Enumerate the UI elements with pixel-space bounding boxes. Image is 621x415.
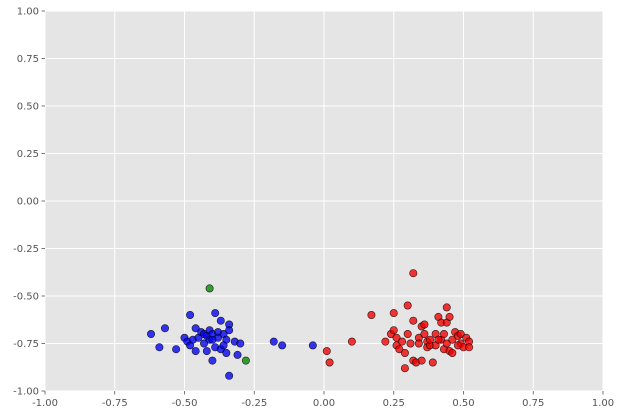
data-point (414, 339, 423, 348)
data-point (395, 345, 404, 354)
data-point (400, 364, 409, 373)
data-point (233, 350, 242, 359)
data-point (398, 337, 407, 346)
data-point (241, 356, 250, 365)
data-point (406, 339, 415, 348)
x-tick-label: 0.00 (313, 398, 335, 409)
data-point (448, 348, 457, 357)
data-point (453, 341, 462, 350)
data-point (389, 326, 398, 335)
data-point (269, 337, 278, 346)
data-point (211, 309, 220, 318)
data-point (434, 335, 443, 344)
data-point (308, 341, 317, 350)
data-point (216, 316, 225, 325)
x-tick-label: 0.75 (522, 398, 544, 409)
data-point (420, 320, 429, 329)
x-tick-label: -1.00 (32, 398, 58, 409)
data-point (147, 329, 156, 338)
data-point (409, 316, 418, 325)
data-point (236, 339, 245, 348)
y-tick-label: 0.25 (17, 149, 39, 160)
data-point (417, 356, 426, 365)
data-point (403, 301, 412, 310)
data-point (456, 329, 465, 338)
data-point (208, 356, 217, 365)
data-point (322, 347, 331, 356)
data-point (347, 337, 356, 346)
y-tick-label: 0.00 (17, 197, 39, 208)
y-tick-label: 0.75 (17, 54, 39, 65)
x-tick-label: 1.00 (592, 398, 614, 409)
data-point (400, 348, 409, 357)
data-point (389, 309, 398, 318)
y-tick-label: 0.50 (17, 102, 39, 113)
series-0 (147, 309, 317, 380)
data-point (278, 341, 287, 350)
data-point (367, 310, 376, 319)
data-point (381, 337, 390, 346)
data-point (445, 312, 454, 321)
y-tick-label: -0.25 (13, 244, 39, 255)
grid-lines (44, 10, 604, 392)
data-point (428, 358, 437, 367)
data-point (465, 343, 474, 352)
data-point (202, 347, 211, 356)
data-point (219, 341, 228, 350)
data-point (160, 324, 169, 333)
series-1 (322, 269, 474, 373)
series-2 (205, 284, 250, 365)
y-tick-label: -0.50 (13, 292, 39, 303)
data-point (186, 310, 195, 319)
data-point (448, 335, 457, 344)
y-tick-label: 1.00 (17, 7, 39, 18)
y-tick-label: -1.00 (13, 387, 39, 398)
x-tick-label: -0.25 (241, 398, 267, 409)
data-point (172, 345, 181, 354)
data-point (208, 335, 217, 344)
data-point (420, 329, 429, 338)
axis-ticks: -1.00 -0.75 -0.50 -0.25 0.00 0.25 0.50 0.75 1.00… (13, 7, 614, 410)
data-point (325, 358, 334, 367)
data-point (191, 347, 200, 356)
x-tick-label: 0.25 (383, 398, 405, 409)
data-points (147, 269, 474, 380)
data-point (439, 329, 448, 338)
x-tick-label: -0.50 (172, 398, 198, 409)
data-point (225, 371, 234, 380)
x-tick-label: -0.75 (102, 398, 128, 409)
data-point (222, 348, 231, 357)
data-point (442, 339, 451, 348)
data-point (442, 303, 451, 312)
data-point (191, 324, 200, 333)
y-tick-label: -0.75 (13, 339, 39, 350)
data-point (426, 335, 435, 344)
data-point (225, 326, 234, 335)
data-point (205, 284, 214, 293)
data-point (403, 329, 412, 338)
data-point (409, 269, 418, 278)
data-point (155, 343, 164, 352)
x-tick-label: 0.50 (452, 398, 474, 409)
data-point (200, 339, 209, 348)
